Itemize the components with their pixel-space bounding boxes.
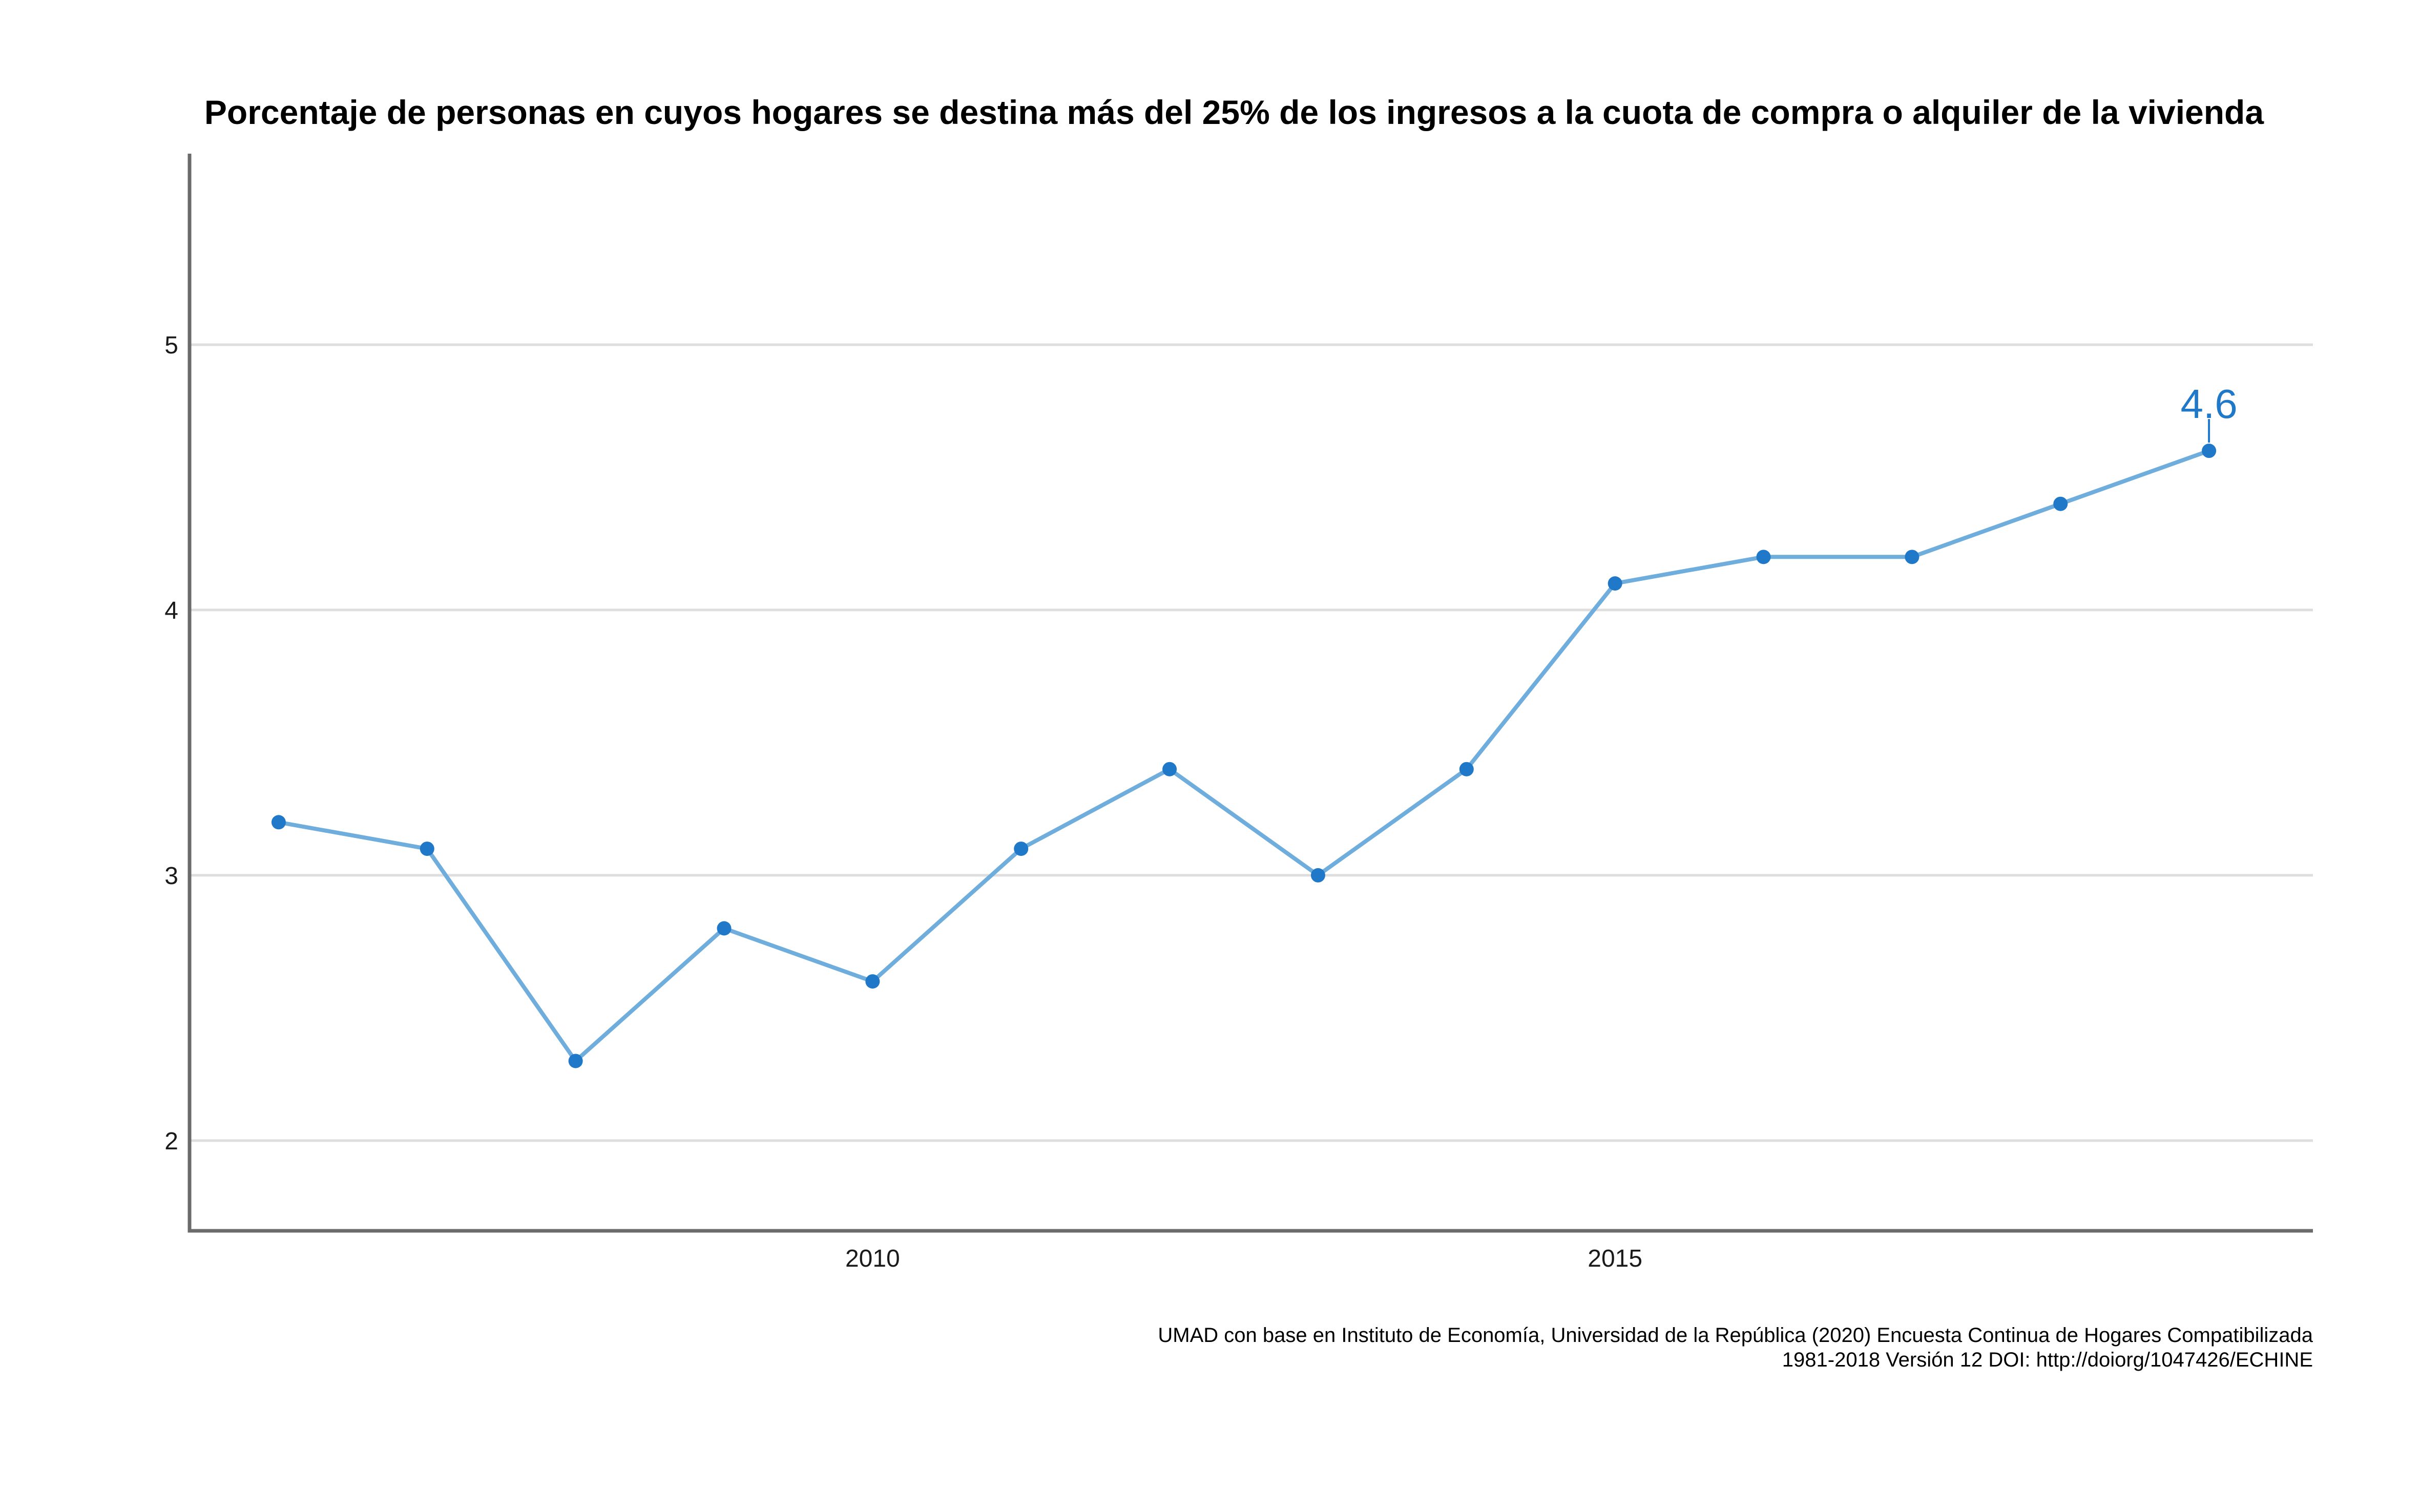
data-point-2007 [420, 842, 434, 856]
caption-line-1: UMAD con base en Instituto de Economía, … [1158, 1324, 2313, 1347]
x-tick-label-2015: 2015 [1588, 1245, 1642, 1272]
gridlines [190, 343, 2313, 1142]
y-tick-label-5: 5 [164, 332, 178, 359]
data-point-2013 [1310, 868, 1325, 883]
y-tick-label-2: 2 [164, 1128, 178, 1155]
data-point-2006 [271, 815, 286, 830]
caption-line-2: 1981-2018 Versión 12 DOI: http://doiorg/… [1782, 1349, 2313, 1371]
data-point-2016 [1756, 550, 1771, 564]
chart-title: Porcentaje de personas en cuyos hogares … [204, 93, 2264, 131]
data-point-2019 [2202, 444, 2217, 458]
data-label-2019: 4.6 [2180, 381, 2237, 427]
data-series [271, 444, 2217, 1068]
data-point-2012 [1162, 762, 1177, 776]
data-point-2018 [2053, 496, 2068, 511]
data-point-2008 [568, 1054, 583, 1068]
data-point-2011 [1014, 842, 1029, 856]
data-point-2010 [865, 974, 880, 989]
data-point-2014 [1459, 762, 1474, 776]
x-tick-label-2010: 2010 [845, 1245, 900, 1272]
data-point-2015 [1608, 576, 1622, 591]
y-tick-label-3: 3 [164, 863, 178, 890]
annotations: 4.6 [2180, 381, 2238, 443]
series-line-0 [276, 449, 2212, 1063]
caption: UMAD con base en Instituto de Economía, … [1158, 1324, 2313, 1371]
axes [187, 154, 2313, 1233]
data-point-2009 [717, 921, 732, 936]
y-tick-label-4: 4 [164, 597, 178, 624]
tick-labels: 2 3 4 5 2010 2015 [164, 332, 1642, 1272]
data-point-2017 [1905, 550, 1920, 564]
